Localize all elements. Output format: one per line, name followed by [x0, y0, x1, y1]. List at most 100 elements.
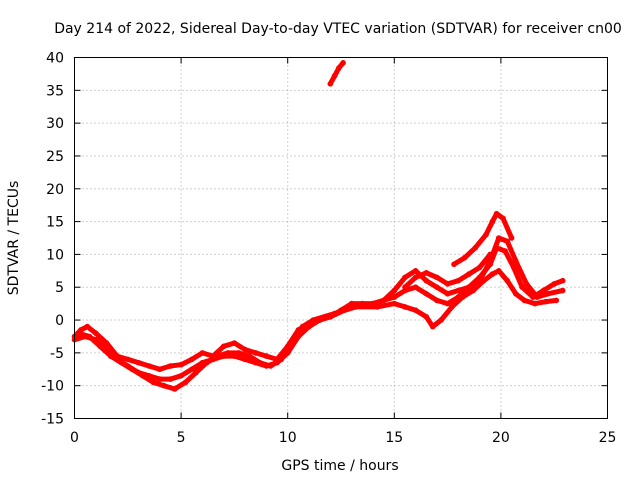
x-tick-label: 10	[279, 430, 297, 446]
data-point	[559, 287, 566, 294]
data-point	[493, 210, 500, 217]
y-tick-label: 20	[46, 182, 64, 198]
data-point	[220, 343, 227, 350]
series-trace-f	[327, 60, 346, 87]
data-point	[423, 291, 430, 297]
data-point	[391, 287, 398, 294]
data-point	[242, 356, 248, 363]
data-point	[504, 277, 511, 284]
data-point	[327, 81, 334, 87]
data-point	[502, 248, 509, 254]
y-tick-label: 5	[55, 280, 64, 296]
data-point	[331, 73, 338, 79]
data-point	[231, 340, 238, 346]
data-point	[402, 274, 408, 281]
data-point	[289, 340, 295, 346]
data-point	[423, 314, 430, 320]
data-point	[412, 307, 419, 314]
data-point	[481, 277, 487, 284]
chart-title: Day 214 of 2022, Sidereal Day-to-day VTE…	[54, 21, 622, 37]
data-point	[97, 343, 103, 350]
data-point	[412, 284, 419, 291]
x-tick-label: 5	[177, 430, 186, 446]
series-trace-c	[76, 268, 560, 392]
data-point	[545, 291, 551, 297]
data-point	[532, 300, 538, 307]
data-point	[466, 284, 472, 291]
data-point	[214, 353, 221, 359]
data-point	[521, 297, 528, 304]
data-point	[423, 277, 430, 284]
data-point	[178, 361, 184, 368]
data-point	[451, 261, 457, 268]
data-point	[459, 294, 466, 300]
x-tick-label: 0	[70, 430, 79, 446]
data-point	[252, 350, 259, 356]
y-axis-label: SDTVAR / TECUs	[6, 181, 22, 296]
data-point	[242, 346, 248, 353]
data-point	[135, 359, 142, 366]
data-point	[161, 382, 167, 389]
data-point	[84, 323, 91, 330]
y-tick-label: -5	[50, 346, 64, 362]
x-tick-label: 25	[599, 430, 617, 446]
data-point	[513, 291, 519, 297]
y-tick-label: 35	[46, 83, 64, 99]
data-point	[203, 359, 210, 366]
data-point	[559, 277, 566, 284]
data-point	[118, 359, 125, 366]
data-point	[434, 274, 440, 281]
data-point	[455, 287, 462, 294]
data-point	[139, 373, 146, 379]
data-point	[429, 323, 436, 330]
data-point	[374, 304, 381, 310]
series-line	[327, 60, 346, 87]
data-point	[534, 294, 540, 300]
data-point	[235, 350, 242, 356]
data-point	[193, 369, 199, 376]
data-point	[540, 287, 547, 294]
data-point	[402, 284, 408, 291]
data-point	[331, 310, 338, 317]
data-point	[86, 333, 93, 340]
y-tick-label: 15	[46, 215, 64, 231]
data-point	[523, 281, 530, 287]
data-point	[496, 235, 502, 241]
data-point	[487, 251, 494, 258]
data-point	[510, 264, 517, 271]
data-point	[189, 356, 195, 363]
y-tick-label: 30	[46, 116, 64, 132]
y-tick-label: 25	[46, 149, 64, 165]
data-point	[299, 323, 306, 330]
data-point	[402, 304, 408, 310]
data-point	[542, 298, 549, 305]
data-point	[93, 330, 99, 337]
data-point	[444, 291, 451, 297]
data-point	[519, 284, 525, 291]
y-tick-label: -15	[41, 412, 64, 428]
data-point	[489, 218, 496, 225]
data-point	[199, 350, 206, 356]
data-point	[496, 268, 502, 274]
data-point	[513, 258, 519, 264]
data-point	[553, 297, 560, 304]
data-point	[157, 376, 163, 382]
data-point	[466, 271, 472, 277]
data-point	[508, 235, 515, 241]
data-point	[423, 270, 430, 276]
data-point	[76, 330, 82, 337]
data-point	[125, 356, 131, 363]
x-axis-label: GPS time / hours	[281, 458, 398, 474]
data-point	[310, 317, 317, 323]
data-point	[444, 300, 451, 307]
data-point	[257, 359, 263, 366]
data-point	[157, 366, 163, 373]
data-point	[146, 363, 152, 369]
data-point	[391, 300, 398, 307]
data-point	[444, 281, 451, 287]
data-point	[103, 340, 110, 346]
tick-layer: 0 5 10 15 20 25 -15 -10 -5 0 5 10 15 20 25 30 35 40	[41, 51, 616, 447]
data-point	[412, 268, 419, 274]
